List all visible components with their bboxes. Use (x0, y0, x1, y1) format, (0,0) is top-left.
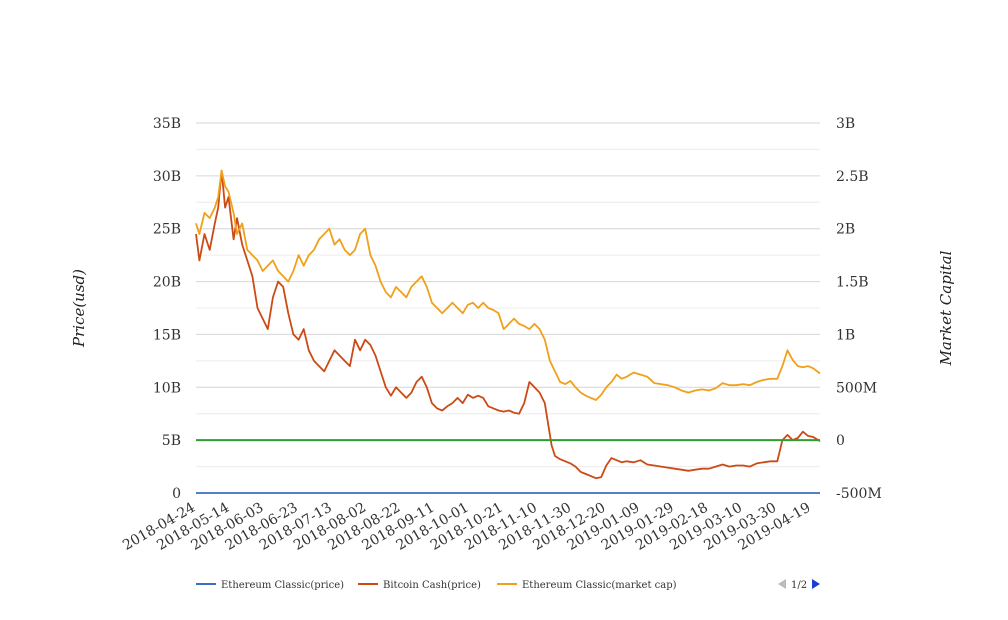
legend-item-label[interactable]: Ethereum Classic(price) (221, 580, 344, 591)
right-tick-label: 2B (836, 222, 855, 238)
left-tick-label: 35B (153, 116, 181, 132)
left-tick-label: 25B (153, 222, 181, 238)
series (195, 169, 821, 494)
left-tick-label: 5B (162, 433, 181, 449)
right-tick-label: 2.5B (836, 169, 869, 185)
right-tick-label: 3B (836, 116, 855, 132)
legend-item-label[interactable]: Ethereum Classic(market cap) (522, 580, 677, 591)
series-line (195, 169, 821, 401)
right-axis-ticks: -500M 0 500M 1B 1.5B 2B 2.5B 3B (836, 116, 882, 502)
right-tick-label: -500M (836, 486, 882, 502)
pager-next-icon[interactable] (812, 579, 820, 589)
left-axis-title: Price(usd) (70, 269, 88, 348)
series-line (195, 169, 821, 480)
right-tick-label: 1B (836, 327, 855, 343)
grid (196, 122, 820, 494)
legend-pager: 1/2 (778, 579, 820, 591)
x-axis-ticks: 2018-04-242018-05-142018-06-032018-06-23… (120, 500, 813, 554)
legend: Ethereum Classic(price) Bitcoin Cash(pric… (196, 580, 677, 591)
left-tick-label: 30B (153, 169, 181, 185)
pager-prev-icon[interactable] (778, 579, 786, 589)
left-tick-label: 15B (153, 327, 181, 343)
left-axis-ticks: 0 5B 10B 15B 20B 25B 30B 35B (153, 116, 181, 502)
right-tick-label: 500M (836, 380, 877, 396)
right-axis-title: Market Capital (937, 250, 955, 366)
left-tick-label: 10B (153, 380, 181, 396)
left-tick-label: 0 (172, 486, 181, 502)
left-tick-label: 20B (153, 275, 181, 291)
pager-label: 1/2 (791, 580, 807, 591)
right-tick-label: 1.5B (836, 275, 869, 291)
right-tick-label: 0 (836, 433, 845, 449)
legend-item-label[interactable]: Bitcoin Cash(price) (383, 580, 481, 591)
